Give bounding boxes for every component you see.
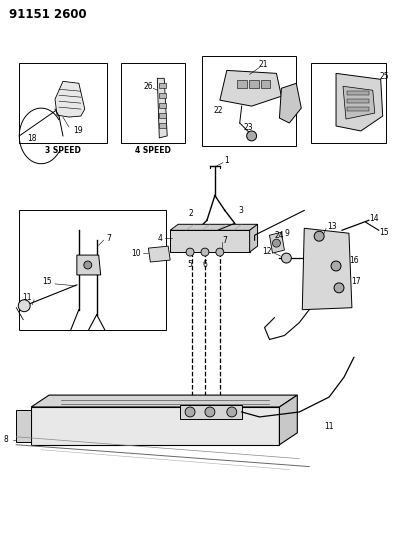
Polygon shape	[270, 232, 284, 253]
Text: 5: 5	[188, 260, 193, 269]
Text: 1: 1	[224, 156, 229, 165]
Polygon shape	[220, 70, 281, 106]
Text: 12: 12	[262, 247, 271, 256]
Bar	[159, 83, 166, 88]
Polygon shape	[170, 224, 258, 230]
Text: 4: 4	[158, 233, 163, 243]
Circle shape	[272, 239, 280, 247]
Polygon shape	[55, 82, 85, 117]
Text: 26: 26	[144, 82, 153, 91]
Bar	[159, 123, 166, 128]
Text: 3: 3	[238, 206, 243, 215]
Bar	[159, 103, 166, 108]
Polygon shape	[31, 395, 297, 407]
Text: 11: 11	[324, 422, 334, 431]
Text: 8: 8	[4, 435, 9, 445]
Text: 25: 25	[380, 72, 389, 81]
Polygon shape	[148, 246, 170, 262]
Text: 18: 18	[27, 134, 37, 143]
Bar	[347, 99, 369, 103]
Text: 15: 15	[379, 228, 389, 237]
Text: 7: 7	[222, 236, 227, 245]
Circle shape	[334, 283, 344, 293]
Polygon shape	[31, 407, 279, 445]
Text: 13: 13	[327, 222, 337, 231]
Text: 10: 10	[132, 248, 141, 257]
Text: 4 SPEED: 4 SPEED	[135, 147, 171, 155]
Polygon shape	[336, 74, 383, 131]
Text: 91151 2600: 91151 2600	[10, 9, 87, 21]
Bar	[159, 113, 166, 118]
Text: 14: 14	[369, 214, 379, 223]
Polygon shape	[302, 228, 352, 310]
Circle shape	[84, 261, 92, 269]
Text: 19: 19	[73, 126, 83, 135]
Text: 15: 15	[42, 277, 52, 286]
Circle shape	[227, 407, 237, 417]
Bar	[19, 211, 166, 329]
Polygon shape	[16, 410, 31, 442]
Text: 7: 7	[106, 233, 111, 243]
Bar	[260, 80, 270, 88]
Polygon shape	[279, 395, 297, 445]
Circle shape	[281, 253, 291, 263]
Circle shape	[18, 300, 30, 312]
Text: 21: 21	[259, 60, 268, 69]
Text: 22: 22	[213, 106, 223, 115]
Circle shape	[185, 407, 195, 417]
Text: 24: 24	[275, 231, 284, 240]
Text: 16: 16	[349, 255, 359, 264]
Bar	[249, 80, 258, 88]
Polygon shape	[157, 78, 167, 138]
Bar	[159, 93, 166, 98]
Text: 3 SPEED: 3 SPEED	[45, 147, 81, 155]
Circle shape	[314, 231, 324, 241]
Circle shape	[205, 407, 215, 417]
Polygon shape	[180, 405, 242, 419]
Text: 23: 23	[244, 124, 253, 133]
Polygon shape	[77, 255, 101, 275]
Circle shape	[247, 131, 256, 141]
Circle shape	[216, 248, 224, 256]
Circle shape	[186, 248, 194, 256]
Bar	[237, 80, 247, 88]
Bar	[311, 63, 385, 143]
Text: 2: 2	[189, 209, 193, 218]
Bar	[202, 56, 296, 146]
Text: 9: 9	[285, 229, 290, 238]
Polygon shape	[170, 230, 250, 252]
Bar	[121, 63, 185, 143]
Polygon shape	[279, 83, 301, 123]
Text: 17: 17	[351, 277, 361, 286]
Text: 6: 6	[202, 260, 207, 269]
Bar	[19, 63, 107, 143]
Circle shape	[201, 248, 209, 256]
Polygon shape	[250, 224, 258, 252]
Polygon shape	[343, 86, 375, 119]
Circle shape	[331, 261, 341, 271]
Text: 11: 11	[23, 293, 32, 302]
Bar	[347, 107, 369, 111]
Bar	[347, 91, 369, 95]
